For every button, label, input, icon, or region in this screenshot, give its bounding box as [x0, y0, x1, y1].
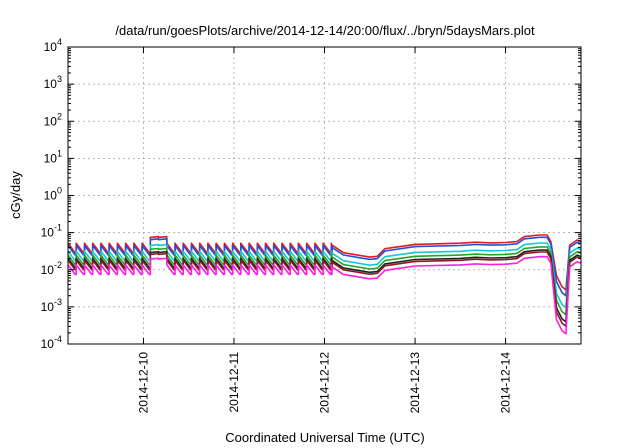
y-tick-label: 10-2: [41, 260, 62, 277]
y-tick-label: 102: [44, 111, 62, 128]
x-tick-label: 2014-12-11: [227, 352, 241, 413]
y-tick-label: 10-1: [41, 223, 62, 240]
grid: [68, 47, 581, 344]
x-axis: 2014-12-10 2014-12-11 2014-12-12 2014-12-13…: [136, 47, 513, 414]
series-line-7: [67, 255, 582, 335]
y-tick-label: 10-3: [41, 297, 62, 314]
x-axis-label: Coordinated Universal Time (UTC): [225, 430, 424, 445]
x-tick-label: 2014-12-12: [318, 352, 332, 414]
x-tick-label: 2014-12-14: [499, 352, 513, 414]
y-axis: 10-4 10-3 10-2 10-1 100 101 102 103 104: [41, 37, 581, 351]
y-tick-label: 104: [44, 37, 62, 54]
y-tick-label: 101: [44, 148, 62, 165]
x-tick-label: 2014-12-13: [408, 352, 422, 414]
y-tick-label: 103: [44, 74, 62, 91]
series-line-6: [67, 251, 582, 328]
x-tick-label: 2014-12-10: [136, 352, 150, 414]
series-group: [67, 234, 582, 335]
chart-title: /data/run/goesPlots/archive/2014-12-14/2…: [115, 23, 535, 38]
y-tick-label: 100: [44, 186, 62, 203]
y-tick-label: 10-4: [41, 334, 62, 351]
y-axis-label: cGy/day: [8, 171, 23, 219]
